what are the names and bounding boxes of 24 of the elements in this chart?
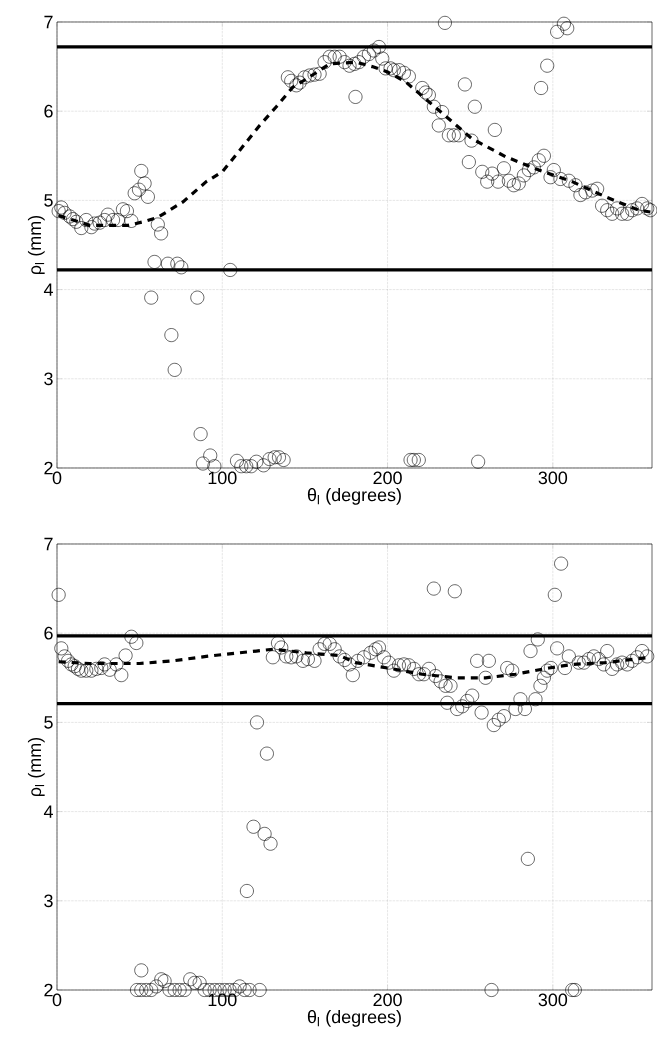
- y-tick-label: 3: [44, 894, 53, 908]
- x-tick-label: 100: [208, 993, 237, 1007]
- y-tick-label: 6: [44, 626, 53, 640]
- x-axis-title: θ$_{l}$ (degrees): [307, 1010, 401, 1027]
- y-tick-label: 6: [44, 104, 53, 118]
- x-axis-title: θ$_{l}$ (degrees): [307, 488, 401, 505]
- y-tick-label: 5: [44, 194, 53, 207]
- x-tick-label: 100: [208, 471, 237, 485]
- y-axis-title: ρ$_{l}$ (mm): [27, 737, 45, 796]
- y-tick-label: 4: [43, 805, 53, 818]
- y-tick-label: 7: [44, 537, 53, 551]
- y-tick-label: 7: [44, 15, 53, 29]
- x-tick-label: 300: [538, 471, 568, 485]
- x-tick-label: 200: [373, 993, 402, 1007]
- y-tick-label: 2: [44, 461, 53, 475]
- y-axis-title: ρ$_{l}$ (mm): [27, 215, 45, 274]
- x-tick-label: 300: [538, 993, 568, 1007]
- x-tick-label: 0: [52, 993, 62, 1007]
- x-tick-label: 200: [373, 471, 402, 485]
- y-tick-label: 3: [44, 372, 53, 386]
- x-tick-label: 0: [52, 471, 62, 485]
- y-tick-label: 5: [44, 716, 53, 729]
- y-tick-label: 4: [43, 283, 53, 296]
- y-tick-label: 2: [44, 983, 53, 997]
